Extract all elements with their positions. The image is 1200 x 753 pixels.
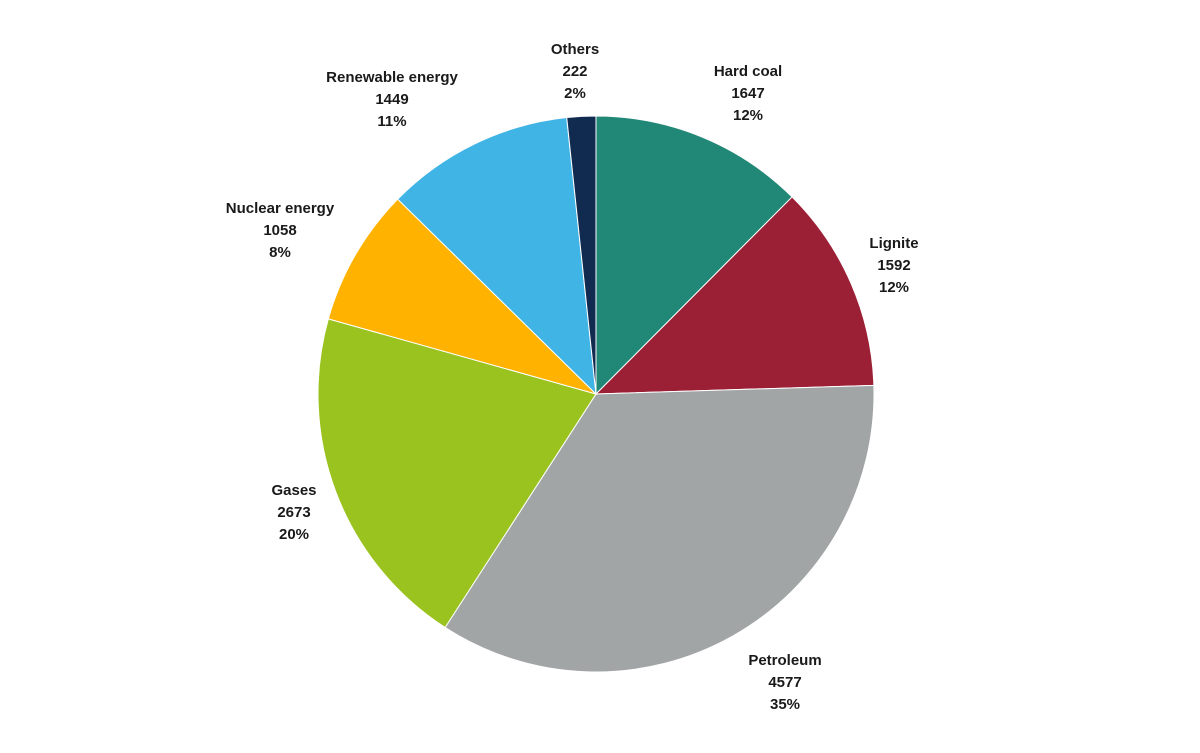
slice-percent-label: 11% [377, 113, 406, 130]
slice-name-label: Lignite [869, 235, 918, 252]
slice-value-label: 1647 [731, 85, 764, 102]
pie-slice-nuclear-energy [327, 198, 597, 395]
slice-percent-label: 12% [733, 107, 763, 124]
slice-value-label: 2673 [277, 504, 310, 521]
pie-slice-petroleum [444, 384, 875, 673]
pie-slice-renewable-energy [396, 116, 597, 396]
slice-percent-label: 12% [879, 279, 909, 296]
data-label-hard-coal: Hard coal 1647 12% [714, 63, 782, 124]
pie-slice-others [566, 115, 597, 395]
slice-value-label: 1058 [263, 222, 296, 239]
data-label-renewable-energy: Renewable energy 1449 11% [326, 69, 458, 130]
slice-name-label: Gases [271, 482, 316, 499]
slice-name-label: Renewable energy [326, 69, 458, 86]
slice-percent-label: 35% [770, 696, 800, 713]
slice-percent-label: 8% [269, 244, 291, 261]
slices-layer [317, 115, 875, 673]
slice-name-label: Hard coal [714, 63, 782, 80]
slice-value-label: 4577 [768, 674, 801, 691]
pie-slice-lignite [594, 196, 875, 395]
data-label-petroleum: Petroleum 4577 35% [748, 652, 821, 713]
data-label-others: Others 222 2% [551, 41, 599, 102]
slice-name-label: Petroleum [748, 652, 821, 669]
data-label-nuclear-energy: Nuclear energy 1058 8% [226, 200, 335, 261]
slice-value-label: 222 [562, 63, 587, 80]
labels-layer: Hard coal 1647 12% Lignite 1592 12% Petroleum 4… [226, 41, 919, 713]
slice-value-label: 1449 [375, 91, 408, 108]
pie-slice-hard-coal [595, 115, 793, 396]
pie-slice-gases [317, 318, 597, 629]
slice-value-label: 1592 [877, 257, 910, 274]
data-label-lignite: Lignite 1592 12% [869, 235, 918, 296]
slice-name-label: Nuclear energy [226, 200, 335, 217]
data-label-gases: Gases 2673 20% [271, 482, 316, 543]
slice-name-label: Others [551, 41, 599, 58]
slice-percent-label: 2% [564, 85, 586, 102]
slice-percent-label: 20% [279, 526, 309, 543]
